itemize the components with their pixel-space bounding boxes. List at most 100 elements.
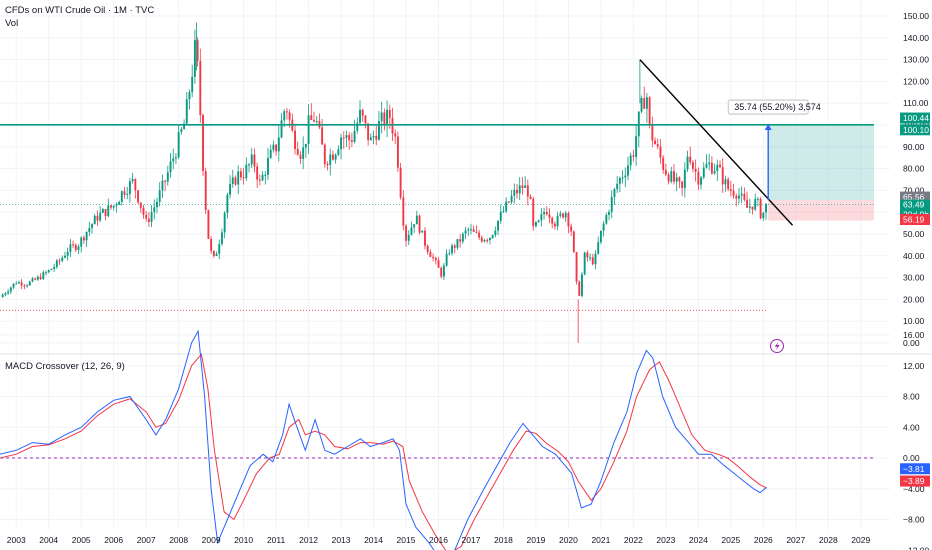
candle-body xyxy=(545,211,548,215)
candle-body xyxy=(283,111,286,121)
macd-tick-label: 0.00 xyxy=(903,453,920,463)
candle-body xyxy=(280,120,283,138)
candle-body xyxy=(526,185,529,197)
candle-body xyxy=(629,155,632,166)
candle-body xyxy=(494,230,497,236)
price-axis[interactable]: 150.00140.00130.00120.00110.00100.0090.0… xyxy=(903,11,929,348)
candle-body xyxy=(82,237,85,241)
candle-body xyxy=(361,109,364,116)
candle-body xyxy=(234,177,237,185)
candle-body xyxy=(445,253,448,266)
candle-body xyxy=(156,201,158,208)
candle-body xyxy=(380,112,383,122)
macd-axis[interactable]: 16.00 12.00 8.00 4.00 0.00 −4.00 −8.00 −12.00 xyxy=(903,330,930,550)
candle-body xyxy=(413,224,416,228)
macd-gridlines xyxy=(0,334,890,550)
candle-body xyxy=(759,198,762,219)
candle-body xyxy=(505,201,508,212)
svg-text:−3.81: −3.81 xyxy=(903,464,925,474)
time-tick-label: 2016 xyxy=(429,535,448,545)
candle-body xyxy=(118,201,121,205)
candle-body xyxy=(304,143,307,148)
candle-body xyxy=(310,115,313,120)
badge-target: 100.44 xyxy=(900,112,930,124)
candle-body xyxy=(226,194,229,213)
time-axis[interactable]: 2003 2004 2005 2006 2007 2008 2009 2010 2011 2012… xyxy=(7,535,871,545)
macd-tick-label: 8.00 xyxy=(903,392,920,402)
macd-tick-label: 12.00 xyxy=(903,361,925,371)
candle-body xyxy=(708,162,711,165)
candle-body xyxy=(183,123,186,130)
candle-body xyxy=(648,97,651,125)
measure-arrow-head xyxy=(764,124,772,131)
time-tick-label: 2017 xyxy=(462,535,481,545)
downtrend-line[interactable] xyxy=(639,59,794,226)
time-tick-label: 2003 xyxy=(7,535,26,545)
candle-body xyxy=(678,177,681,182)
candle-body xyxy=(193,40,196,77)
chart-title[interactable]: CFDs on WTI Crude Oil · 1M · TVC xyxy=(5,5,154,16)
svg-text:−3.89: −3.89 xyxy=(903,476,925,486)
candle-body xyxy=(535,221,537,227)
candle-body xyxy=(104,209,107,217)
candle-body xyxy=(275,144,278,152)
candle-body xyxy=(521,185,524,188)
candle-body xyxy=(697,171,700,185)
candle-body xyxy=(177,132,180,158)
candle-body xyxy=(31,278,34,282)
candle-body xyxy=(705,164,708,168)
candle-body xyxy=(624,175,627,178)
candle-body xyxy=(594,253,597,265)
candle-body xyxy=(88,227,91,232)
candle-body xyxy=(185,99,188,124)
time-tick-label: 2008 xyxy=(169,535,188,545)
candle-body xyxy=(66,251,69,256)
volume-label[interactable]: Vol xyxy=(5,18,18,29)
macd-title[interactable]: MACD Crossover (12, 26, 9) xyxy=(5,361,125,372)
candle-body xyxy=(394,133,397,137)
candle-body xyxy=(553,223,556,227)
time-tick-label: 2005 xyxy=(72,535,91,545)
candle-body xyxy=(348,135,351,141)
candle-body xyxy=(112,205,115,208)
candle-body xyxy=(345,135,348,138)
time-tick-label: 2011 xyxy=(267,535,286,545)
candle-body xyxy=(743,193,746,200)
candle-body xyxy=(36,276,39,280)
time-tick-label: 2024 xyxy=(689,535,708,545)
candle-body xyxy=(483,239,486,242)
candle-body xyxy=(378,121,380,140)
candle-body xyxy=(202,115,204,171)
candle-body xyxy=(323,144,326,165)
candle-body xyxy=(139,202,142,208)
candle-body xyxy=(670,171,673,182)
candle-body xyxy=(437,260,440,268)
time-tick-label: 2012 xyxy=(299,535,318,545)
candle-body xyxy=(583,252,586,275)
loss-zone xyxy=(768,200,874,221)
measure-label: 35.74 (55.20%) 3,574 xyxy=(727,99,821,115)
candle-body xyxy=(597,242,600,254)
price-tick-label: 120.00 xyxy=(903,76,929,86)
candle-body xyxy=(686,156,689,170)
candle-body xyxy=(748,206,751,208)
time-tick-label: 2027 xyxy=(786,535,805,545)
candle-body xyxy=(719,164,721,168)
candle-body xyxy=(69,244,72,252)
candle-body xyxy=(364,115,367,124)
badge-macd: −3.81 xyxy=(900,463,930,475)
candle-body xyxy=(72,244,75,246)
candle-body xyxy=(264,174,267,176)
candle-body xyxy=(440,267,443,277)
measure-text: 35.74 (55.20%) 3,574 xyxy=(734,102,821,112)
candle-body xyxy=(239,171,242,178)
candle-body xyxy=(664,169,667,175)
candle-body xyxy=(39,276,42,280)
candle-body xyxy=(212,250,215,256)
time-tick-label: 2013 xyxy=(332,535,351,545)
candle-body xyxy=(142,207,145,215)
candle-body xyxy=(448,253,451,255)
alert-icon[interactable] xyxy=(770,339,784,353)
candle-body xyxy=(85,231,88,241)
candle-body xyxy=(26,285,29,287)
